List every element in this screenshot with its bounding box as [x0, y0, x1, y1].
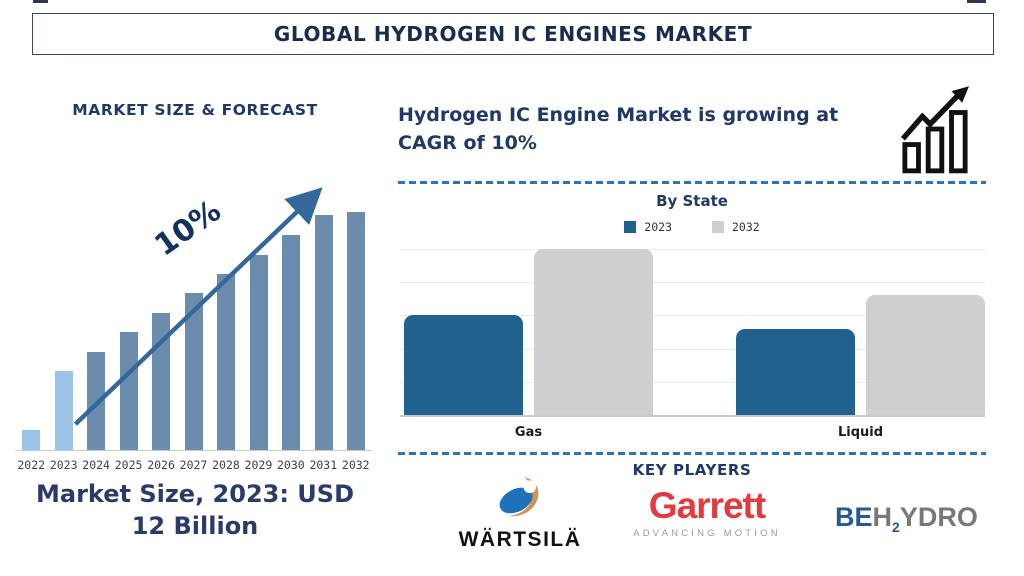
- legend-item-2023: 2023: [624, 220, 672, 234]
- legend-label-2023: 2023: [644, 220, 672, 234]
- market-size-caption: Market Size, 2023: USD 12 Billion: [35, 480, 354, 540]
- behydro-subscript-2: 2: [892, 519, 900, 535]
- legend-label-2032: 2032: [732, 220, 760, 234]
- garrett-logo: Garrett ADVANCING MOTION: [623, 487, 791, 539]
- behydro-wordmark-be: BE: [835, 502, 873, 532]
- legend-item-2032: 2032: [712, 220, 760, 234]
- bystate-grid-line: [400, 315, 985, 317]
- cagr-headline: Hydrogen IC Engine Market is growing at …: [398, 104, 839, 154]
- market-size-forecast-heading: MARKET SIZE & FORECAST: [72, 101, 318, 119]
- forecast-year-label: 2023: [49, 458, 78, 472]
- forecast-bar-2024: [87, 352, 105, 450]
- wartsila-logo: WÄRTSILÄ: [438, 477, 602, 552]
- legend-swatch-2032: [712, 221, 724, 233]
- forecast-bar-2031: [314, 215, 333, 450]
- forecast-bar-chart: 10%: [15, 185, 372, 451]
- top-right-frame-mark: [967, 0, 986, 3]
- forecast-year-label: 2025: [114, 458, 143, 472]
- dashed-divider-bottom: [398, 452, 986, 455]
- bystate-bar-liquid-2032: [866, 295, 985, 415]
- bystate-bar-gas-2023: [404, 315, 523, 415]
- forecast-year-label: 2028: [212, 458, 240, 472]
- bystate-grid-line: [400, 348, 985, 350]
- forecast-year-label: 2022: [17, 458, 46, 472]
- forecast-bar-2025: [119, 332, 138, 450]
- bystate-bar-liquid-2023: [736, 328, 855, 415]
- forecast-year-label: 2029: [244, 458, 273, 472]
- forecast-bar-2027: [184, 293, 203, 450]
- forecast-year-label: 2027: [179, 458, 208, 472]
- behydro-wordmark-h: H: [872, 502, 893, 532]
- growth-chart-icon: [900, 86, 970, 174]
- key-players-heading: KEY PLAYERS: [632, 461, 752, 479]
- bystate-bar-gas-2032: [534, 249, 653, 415]
- growth-trend-arrow-icon: [73, 187, 323, 426]
- top-left-frame-mark: [33, 0, 48, 3]
- forecast-year-labels: 2022 2023 2024 2025 2026 2027 2028 2029 2030 2031…: [15, 458, 372, 472]
- forecast-bar-2032: [347, 212, 365, 450]
- forecast-bar-2022: [22, 430, 40, 450]
- forecast-bar-2023: [54, 371, 73, 450]
- forecast-year-label: 2026: [147, 458, 175, 472]
- forecast-bars: [22, 185, 365, 450]
- behydro-logo: BEH2YDRO: [835, 502, 995, 535]
- bystate-category-label-liquid: Liquid: [837, 425, 884, 440]
- forecast-bar-2029: [249, 255, 268, 450]
- dashed-divider-top: [398, 181, 986, 184]
- forecast-year-label: 2031: [309, 458, 338, 472]
- forecast-bar-2030: [282, 235, 300, 450]
- legend-swatch-2023: [624, 221, 637, 233]
- bystate-axis-line: [400, 415, 985, 417]
- forecast-year-label: 2032: [341, 458, 370, 472]
- forecast-year-label: 2030: [277, 458, 305, 472]
- forecast-bar-2028: [217, 274, 235, 450]
- bystate-grid-line: [400, 282, 985, 284]
- garrett-wordmark: Garrett: [648, 485, 766, 526]
- bystate-legend: 2023 2032: [398, 220, 986, 234]
- bystate-chart-title: By State: [656, 192, 728, 210]
- behydro-wordmark-ydro: YDRO: [899, 502, 978, 532]
- wartsila-swirl-icon: [499, 477, 539, 517]
- page-title: GLOBAL HYDROGEN IC ENGINES MARKET: [273, 22, 753, 46]
- garrett-tagline: ADVANCING MOTION: [633, 528, 781, 539]
- bystate-grid-line: [400, 249, 985, 250]
- bystate-grid-line: [400, 381, 985, 383]
- forecast-year-label: 2024: [82, 458, 110, 472]
- wartsila-wordmark: WÄRTSILÄ: [458, 528, 582, 551]
- bystate-category-label-gas: Gas: [514, 425, 543, 440]
- title-banner: GLOBAL HYDROGEN IC ENGINES MARKET: [32, 13, 994, 55]
- bystate-plot: Gas Liquid: [400, 249, 985, 440]
